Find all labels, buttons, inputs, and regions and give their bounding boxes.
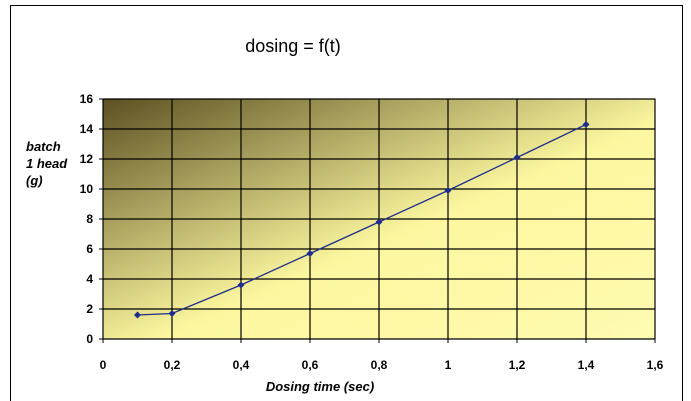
x-tick-label: 0,6	[302, 358, 319, 372]
y-axis-label-line: (g)	[26, 173, 43, 188]
x-tick-label: 0	[100, 358, 107, 372]
y-tick-label: 0	[86, 332, 93, 346]
y-axis-label-line: 1 head	[26, 156, 68, 171]
y-tick-label: 6	[86, 242, 93, 256]
x-axis-ticks: 0 0,2 0,4 0,6 0,8 1 1,2 1,4 1,6	[100, 358, 664, 372]
data-point	[306, 250, 314, 257]
x-tick-label: 1,4	[578, 358, 595, 372]
chart-title: dosing = f(t)	[245, 36, 341, 56]
series-line	[137, 123, 587, 316]
y-tick-label: 8	[86, 212, 93, 226]
grid-lines	[99, 98, 656, 343]
x-axis-label: Dosing time (sec)	[266, 379, 374, 394]
y-axis-label: batch 1 head (g)	[26, 139, 68, 188]
y-axis-label-line: batch	[26, 139, 61, 154]
y-tick-label: 4	[86, 272, 93, 286]
data-point	[168, 310, 176, 317]
series-points	[134, 121, 590, 319]
x-tick-label: 0,8	[371, 358, 388, 372]
x-tick-label: 0,4	[233, 358, 250, 372]
x-tick-label: 1	[445, 358, 452, 372]
x-tick-label: 1,2	[509, 358, 526, 372]
y-axis-ticks: 0 2 4 6 8 10 12 14 16	[80, 92, 94, 346]
data-point	[375, 218, 383, 226]
data-point	[582, 121, 590, 128]
x-tick-label: 1,6	[647, 358, 664, 372]
y-tick-label: 10	[80, 182, 94, 196]
data-point	[444, 187, 452, 194]
y-tick-label: 14	[80, 122, 94, 136]
data-point	[134, 311, 141, 319]
y-tick-label: 16	[80, 92, 94, 106]
y-tick-label: 2	[86, 302, 93, 316]
y-tick-label: 12	[80, 152, 94, 166]
data-point	[237, 281, 245, 289]
x-tick-label: 0,2	[164, 358, 181, 372]
data-point	[513, 154, 521, 161]
